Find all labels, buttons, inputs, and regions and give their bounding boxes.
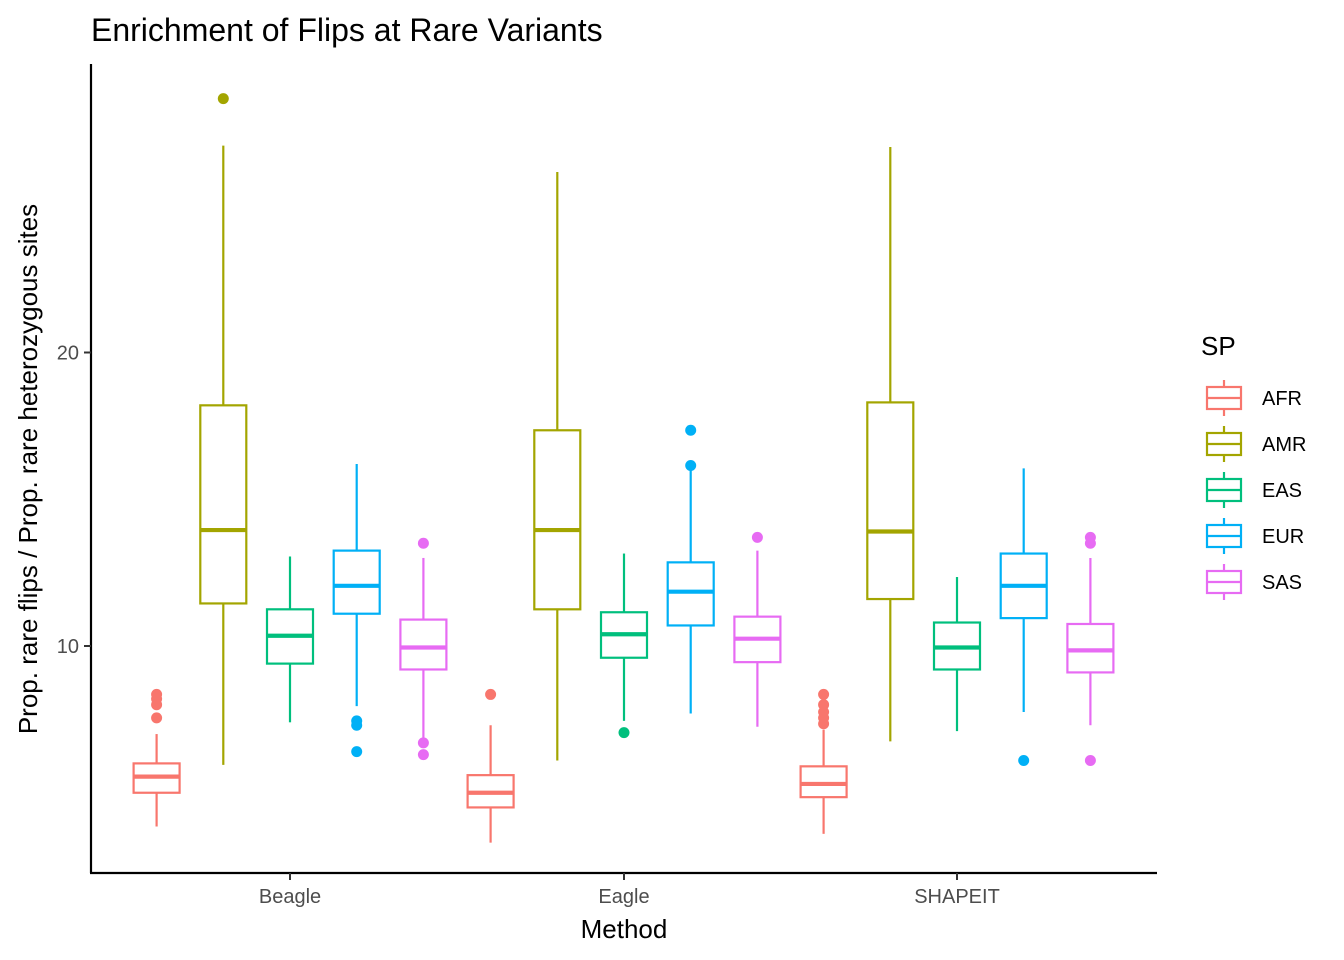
outlier-point bbox=[818, 699, 830, 711]
legend-key-eur bbox=[1205, 518, 1243, 554]
iqr-box bbox=[866, 401, 915, 601]
outlier-point bbox=[751, 531, 763, 543]
legend-title: SP bbox=[1201, 331, 1236, 361]
y-axis-ticks: 10 20 bbox=[57, 343, 91, 658]
outlier-point bbox=[417, 737, 429, 749]
outlier-point bbox=[151, 712, 163, 724]
outlier-point bbox=[618, 727, 630, 739]
legend-label-eur: EUR bbox=[1262, 526, 1304, 548]
iqr-box bbox=[666, 561, 715, 627]
legend-label-sas: SAS bbox=[1262, 572, 1302, 594]
box-eas-eagle bbox=[599, 553, 649, 739]
box-amr-shapeit bbox=[866, 147, 915, 742]
iqr-box bbox=[1066, 622, 1115, 674]
box-sas-beagle bbox=[399, 537, 448, 761]
legend-label-amr: AMR bbox=[1262, 434, 1306, 456]
outlier-point bbox=[351, 746, 363, 758]
iqr-box bbox=[399, 618, 448, 671]
box-sas-shapeit bbox=[1066, 531, 1115, 766]
box-eas-shapeit bbox=[932, 577, 982, 732]
outlier-point bbox=[1018, 754, 1030, 766]
outlier-point bbox=[351, 715, 363, 727]
legend-label-afr: AFR bbox=[1262, 388, 1302, 410]
outlier-point bbox=[1084, 754, 1096, 766]
legend-key-sas bbox=[1205, 564, 1243, 600]
outlier-point bbox=[417, 537, 429, 549]
box-sas-eagle bbox=[733, 531, 782, 727]
outlier-point bbox=[151, 688, 163, 700]
box-amr-eagle bbox=[533, 171, 582, 761]
outlier-point bbox=[485, 688, 497, 700]
y-tick-label: 10 bbox=[57, 636, 79, 658]
legend-key-eas bbox=[1205, 472, 1243, 508]
legend-label-eas: EAS bbox=[1262, 480, 1302, 502]
box-eur-shapeit bbox=[999, 468, 1048, 766]
outlier-point bbox=[1084, 531, 1096, 543]
box-afr-beagle bbox=[132, 688, 181, 827]
x-axis-ticks: Beagle Eagle SHAPEIT bbox=[259, 873, 1000, 908]
box-eur-beagle bbox=[332, 464, 381, 758]
legend-key-afr bbox=[1205, 380, 1243, 416]
legend-key-amr bbox=[1205, 426, 1243, 462]
box-afr-shapeit bbox=[799, 688, 848, 834]
iqr-box bbox=[799, 765, 848, 799]
box-eas-beagle bbox=[265, 556, 315, 723]
box-amr-beagle bbox=[199, 93, 248, 765]
x-axis-title: Method bbox=[581, 914, 668, 944]
box-afr-eagle bbox=[466, 688, 515, 843]
iqr-box bbox=[199, 404, 248, 605]
chart-title: Enrichment of Flips at Rare Variants bbox=[91, 12, 603, 48]
x-tick-label: SHAPEIT bbox=[914, 886, 1000, 908]
outlier-point bbox=[417, 749, 429, 761]
outlier-point bbox=[685, 459, 697, 471]
outlier-point bbox=[818, 688, 830, 700]
iqr-box bbox=[332, 549, 381, 615]
outlier-point bbox=[217, 93, 229, 105]
y-axis-title: Prop. rare flips / Prop. rare heterozygo… bbox=[13, 204, 43, 734]
y-tick-label: 20 bbox=[57, 343, 79, 365]
outlier-point bbox=[685, 424, 697, 436]
x-tick-label: Eagle bbox=[598, 886, 649, 908]
box-eur-eagle bbox=[666, 424, 715, 714]
legend: AFR AMR EAS EUR SAS bbox=[1205, 380, 1306, 600]
x-tick-label: Beagle bbox=[259, 886, 321, 908]
plot-area bbox=[132, 93, 1115, 843]
iqr-box bbox=[533, 429, 582, 611]
